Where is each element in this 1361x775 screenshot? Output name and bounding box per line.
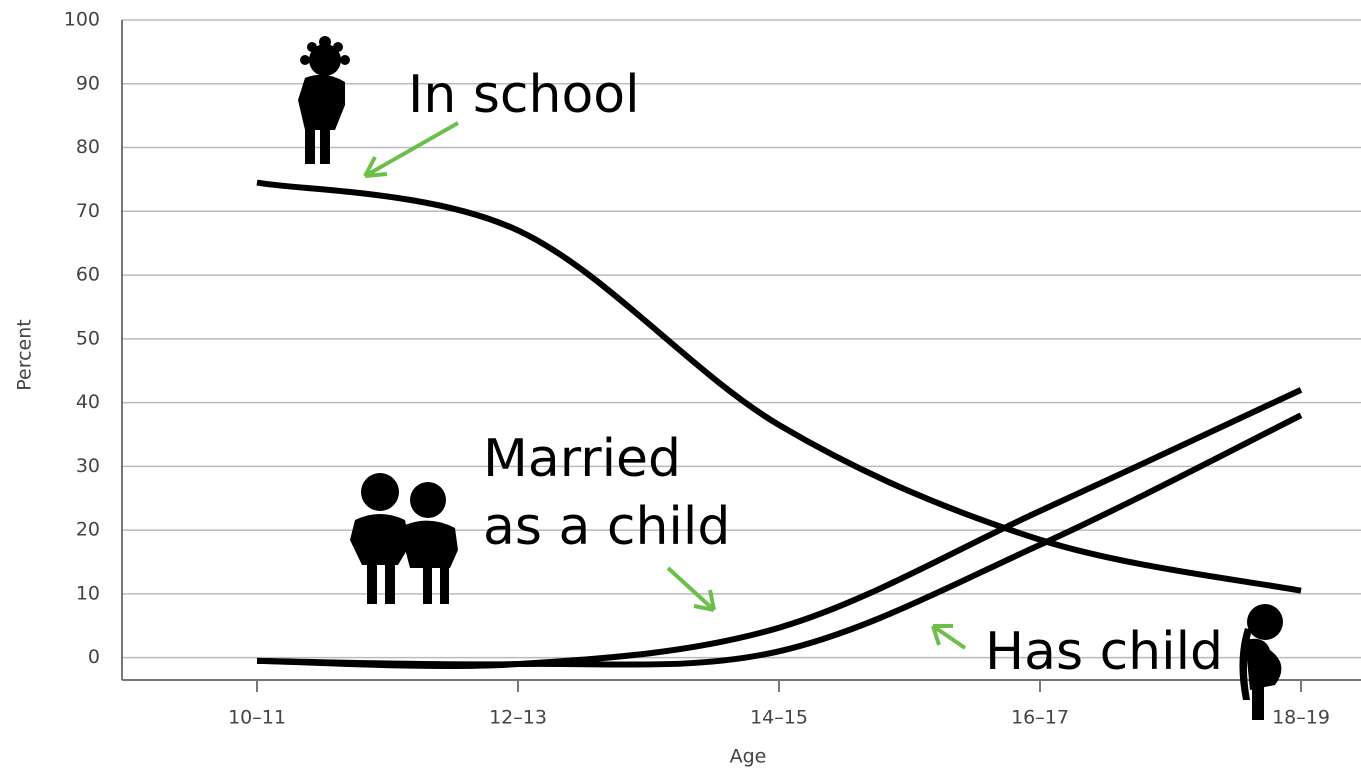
x-tick-label: 12–13 xyxy=(489,707,547,729)
annotation: Has child xyxy=(985,622,1223,682)
y-tick-label: 90 xyxy=(76,72,100,94)
y-tick-label: 50 xyxy=(76,327,100,349)
annotation: Married xyxy=(483,429,681,489)
series-line xyxy=(256,179,1302,594)
y-tick-label: 100 xyxy=(64,9,100,31)
arrows xyxy=(363,121,967,650)
x-tick-label: 18–19 xyxy=(1272,707,1330,729)
x-tick-label: 10–11 xyxy=(228,707,286,729)
y-tick-label: 40 xyxy=(76,391,100,413)
x-tick-label: 16–17 xyxy=(1011,707,1069,729)
y-tick-label: 60 xyxy=(76,264,100,286)
y-tick-label: 70 xyxy=(76,200,100,222)
couple-icon xyxy=(350,473,458,604)
y-tick-label: 10 xyxy=(76,582,100,604)
y-axis-label: Percent xyxy=(14,319,36,391)
arrow xyxy=(363,121,459,178)
y-tick-label: 20 xyxy=(76,519,100,541)
schoolgirl-icon xyxy=(298,36,350,164)
icons xyxy=(298,36,1283,720)
y-tick-label: 80 xyxy=(76,136,100,158)
arrow xyxy=(931,624,967,650)
series-line xyxy=(256,412,1303,668)
pregnant-girl-icon xyxy=(1239,604,1283,720)
y-tick-label: 30 xyxy=(76,455,100,477)
x-tick-label: 14–15 xyxy=(750,707,808,729)
lines xyxy=(256,179,1303,669)
arrow xyxy=(666,566,716,612)
annotation: as a child xyxy=(483,497,730,557)
x-axis-label: Age xyxy=(730,746,767,768)
y-tick-label: 0 xyxy=(88,646,100,668)
annotation: In school xyxy=(408,65,640,125)
